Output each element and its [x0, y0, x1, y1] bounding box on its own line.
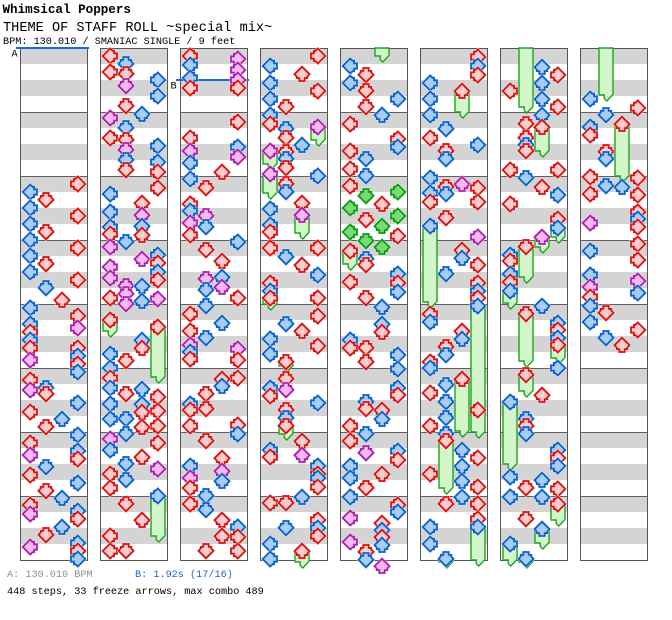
svg-text:B: 1.92s (17/16): B: 1.92s (17/16)	[135, 569, 233, 581]
svg-text:A: 130.010 BPM: A: 130.010 BPM	[7, 570, 93, 581]
svg-text:Whimsical Poppers: Whimsical Poppers	[3, 3, 131, 17]
svg-text:BPM: 130.010 / SMANIAC SINGLE: BPM: 130.010 / SMANIAC SINGLE / 9 feet	[3, 36, 235, 48]
svg-text:448 steps, 33 freeze arrows, m: 448 steps, 33 freeze arrows, max combo 4…	[7, 586, 264, 598]
svg-text:A: A	[12, 50, 19, 61]
svg-text:B: B	[171, 82, 177, 93]
svg-text:THEME OF STAFF ROLL ~special m: THEME OF STAFF ROLL ~special mix~	[3, 21, 272, 36]
